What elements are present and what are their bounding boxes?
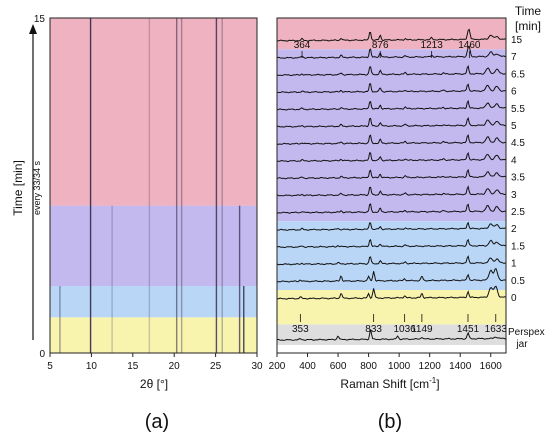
b-bottom-annotation-5: 1633	[485, 324, 508, 335]
a-x-tick-label-0: 5	[47, 361, 53, 372]
b-bottom-annotation-2: 1036	[394, 324, 417, 335]
b-time-label-2: 6.5	[511, 69, 525, 80]
b-plot-frame	[276, 17, 507, 354]
a-band-1	[50, 286, 257, 318]
b-time-label-15: 0	[511, 293, 517, 304]
b-x-axis-label-sup: -1	[429, 376, 437, 385]
b-top-annotation-2: 1213	[421, 40, 444, 51]
b-time-labels: 15 7 6.5 6 5.5 5 4.5 4 3.5 3 2.5 2 1.5 1 0.5 0	[511, 35, 525, 304]
b-spectrum-6	[276, 83, 507, 94]
b-time-label-9: 3	[511, 190, 517, 201]
b-time-label-8: 3.5	[511, 173, 525, 184]
a-plot-frame	[49, 17, 258, 354]
a-y-tick-label-0: 0	[39, 349, 45, 360]
b-time-label-7: 4	[511, 155, 517, 166]
b-x-tick-label-1: 400	[299, 361, 316, 372]
b-x-tick-label-4: 1000	[388, 361, 411, 372]
a-x-tick-label-1: 10	[86, 361, 98, 372]
b-band-3	[277, 290, 506, 325]
b-time-label-1: 7	[511, 52, 517, 63]
b-time-label-11: 2	[511, 224, 517, 235]
b-x-tick-label-0: 200	[269, 361, 286, 372]
a-y-axis-label: Time [min]	[11, 160, 25, 216]
b-x-tick-label-6: 1400	[449, 361, 472, 372]
a-phase-bands	[50, 18, 257, 353]
b-time-label-13: 1	[511, 259, 517, 270]
b-spectrum-4	[276, 151, 507, 163]
b-time-label-14: 0.5	[511, 276, 525, 287]
a-band-3	[50, 18, 257, 206]
b-spectrum-3	[276, 185, 507, 197]
a-band-2	[50, 205, 257, 286]
b-x-axis-label: Raman Shift [cm-1]	[340, 376, 439, 391]
b-time-label-10: 2.5	[511, 207, 525, 218]
a-band-0	[50, 317, 257, 353]
b-bottom-annotation-4: 1451	[457, 324, 480, 335]
b-time-header: Time	[515, 4, 542, 18]
b-band-2	[277, 221, 506, 290]
b-x-axis-label-main: Raman Shift [cm	[340, 377, 429, 391]
b-time-label-0: 15	[511, 35, 523, 46]
b-spectrum-6.5	[276, 64, 507, 77]
b-spectrum-5.5	[276, 99, 507, 111]
a-y-tick-label-1: 15	[34, 14, 46, 25]
b-spectrum-7	[276, 45, 507, 59]
b-spectra	[276, 28, 507, 341]
b-top-annotation-0: 364	[294, 40, 311, 51]
b-x-tick-label-2: 600	[330, 361, 347, 372]
b-x-ticks: 200 400 600 800 1000 1200 1400 1600	[269, 353, 503, 372]
b-bottom-annotation-1: 833	[365, 324, 382, 335]
a-panel-label: (a)	[145, 411, 169, 433]
b-x-tick-label-3: 800	[360, 361, 377, 372]
b-spectrum-0.5	[276, 268, 506, 283]
a-x-tick-label-4: 25	[210, 361, 222, 372]
b-spectrum-3.5	[276, 168, 507, 180]
b-spectrum-1	[276, 255, 507, 266]
a-y-axis-note: every 33/34 s	[32, 160, 42, 215]
a-x-tick-label-2: 15	[127, 361, 139, 372]
a-x-axis-label: 2θ [°]	[140, 377, 168, 391]
b-x-tick-label-7: 1600	[480, 361, 503, 372]
panel-a: 5 10 15 20 25 30 0 15 Time [min] every 33/34 s…	[11, 14, 263, 433]
a-diffraction-lines	[59, 18, 245, 353]
b-panel-label: (b)	[378, 411, 402, 433]
b-spectrum-0	[276, 285, 507, 300]
b-top-annotation-3: 1460	[458, 40, 481, 51]
b-perspex-label: Perspex	[508, 327, 545, 338]
b-perspex-label-jar: jar	[515, 339, 528, 350]
b-time-label-12: 1.5	[511, 241, 525, 252]
b-spectrum-perspex	[276, 329, 507, 341]
a-x-ticks: 5 10 15 20 25 30	[47, 353, 263, 372]
b-spectrum-1.5	[276, 238, 507, 249]
b-x-axis-label-end: ]	[436, 377, 439, 391]
b-bottom-annotation-0: 353	[292, 324, 309, 335]
a-x-tick-label-5: 30	[251, 361, 263, 372]
b-x-tick-label-5: 1200	[419, 361, 442, 372]
b-time-label-3: 6	[511, 87, 517, 98]
b-time-label-4: 5.5	[511, 104, 525, 115]
b-spectrum-2.5	[276, 203, 507, 214]
b-time-label-5: 5	[511, 121, 517, 132]
b-time-label-6: 4.5	[511, 138, 525, 149]
b-spectrum-15	[276, 28, 507, 42]
b-phase-bands	[277, 18, 506, 346]
b-spectrum-5	[276, 116, 507, 128]
b-bottom-annotation-3: 1149	[411, 324, 433, 335]
a-x-tick-label-3: 20	[169, 361, 181, 372]
a-y-ticks: 0 15	[34, 14, 46, 360]
b-time-header-unit: [min]	[515, 19, 541, 33]
b-spectrum-2	[276, 221, 507, 231]
a-time-arrow	[29, 24, 37, 340]
b-spectrum-4.5	[276, 134, 506, 145]
b-top-annotation-1: 876	[372, 40, 389, 51]
